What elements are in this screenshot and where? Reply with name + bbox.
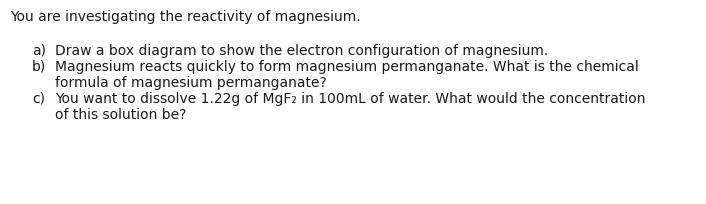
Text: b): b) — [32, 60, 47, 74]
Text: formula of magnesium permanganate?: formula of magnesium permanganate? — [55, 76, 327, 90]
Text: Magnesium reacts quickly to form magnesium permanganate. What is the chemical: Magnesium reacts quickly to form magnesi… — [55, 60, 639, 74]
Text: of this solution be?: of this solution be? — [55, 108, 186, 122]
Text: a): a) — [32, 44, 46, 58]
Text: You want to dissolve 1.22g of MgF₂ in 100mL of water. What would the concentrati: You want to dissolve 1.22g of MgF₂ in 10… — [55, 92, 645, 106]
Text: c): c) — [32, 92, 45, 106]
Text: Draw a box diagram to show the electron configuration of magnesium.: Draw a box diagram to show the electron … — [55, 44, 549, 58]
Text: You are investigating the reactivity of magnesium.: You are investigating the reactivity of … — [10, 10, 361, 24]
